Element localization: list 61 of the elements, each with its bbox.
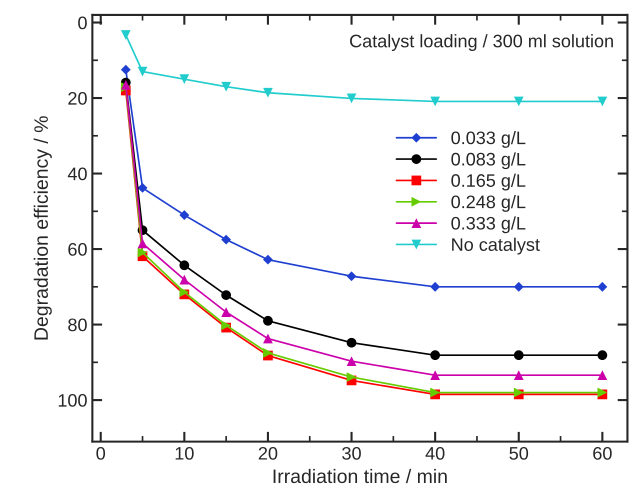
point [138,238,148,248]
point [514,370,524,380]
x-tick-label: 40 [426,446,444,460]
point [120,80,131,90]
annotation: Catalyst loading / 300 ml solution [350,34,613,51]
point [514,96,524,106]
x-tick-label: 10 [176,446,194,460]
x-tick-label: 50 [509,446,528,460]
legend-label: 0.165 g/L [451,174,526,191]
point [138,66,148,76]
point [221,82,231,92]
point [179,210,190,220]
point [263,88,273,98]
point [430,282,440,292]
point [598,370,608,380]
y-tick-label: 20 [68,92,87,105]
point [179,74,190,84]
legend-label: 0.333 g/L [451,216,526,234]
point [120,64,131,75]
point [597,282,608,292]
legend-label: 0.248 g/L [451,195,526,212]
point [430,96,440,106]
point [514,282,524,292]
point [598,350,608,360]
point [179,287,190,297]
y-axis-title: Degradation efficiency / % [34,116,52,340]
point [346,372,356,382]
point [430,370,440,380]
point [346,356,356,366]
y-tick-label: 60 [68,242,87,256]
point [221,320,231,330]
x-tick-label: 60 [593,446,612,460]
point [263,334,273,344]
point [221,290,231,300]
point [138,248,148,258]
legend-label: 0.033 g/L [451,130,526,148]
point [514,350,524,360]
legend-label: 0.083 g/L [451,152,526,170]
point [179,260,190,270]
point [346,338,356,348]
point [346,271,356,282]
point [430,350,440,360]
x-axis-title: Irradiation time / min [274,468,447,484]
point [179,274,190,284]
y-tick-label: 100 [58,394,87,407]
x-tick-label: 20 [258,446,278,460]
y-tick-label: 80 [68,318,87,332]
point [221,307,231,317]
point [120,30,131,40]
point [598,96,608,106]
point [221,234,232,245]
point [138,182,148,193]
point [346,94,356,104]
legend-label: No catalyst [452,238,540,255]
x-tick-label: 0 [96,446,106,460]
point [263,348,273,358]
y-tick-label: 40 [68,167,87,180]
point [263,316,273,326]
x-tick-label: 30 [342,446,361,460]
y-tick-label: 0 [78,16,87,30]
point [263,254,273,265]
